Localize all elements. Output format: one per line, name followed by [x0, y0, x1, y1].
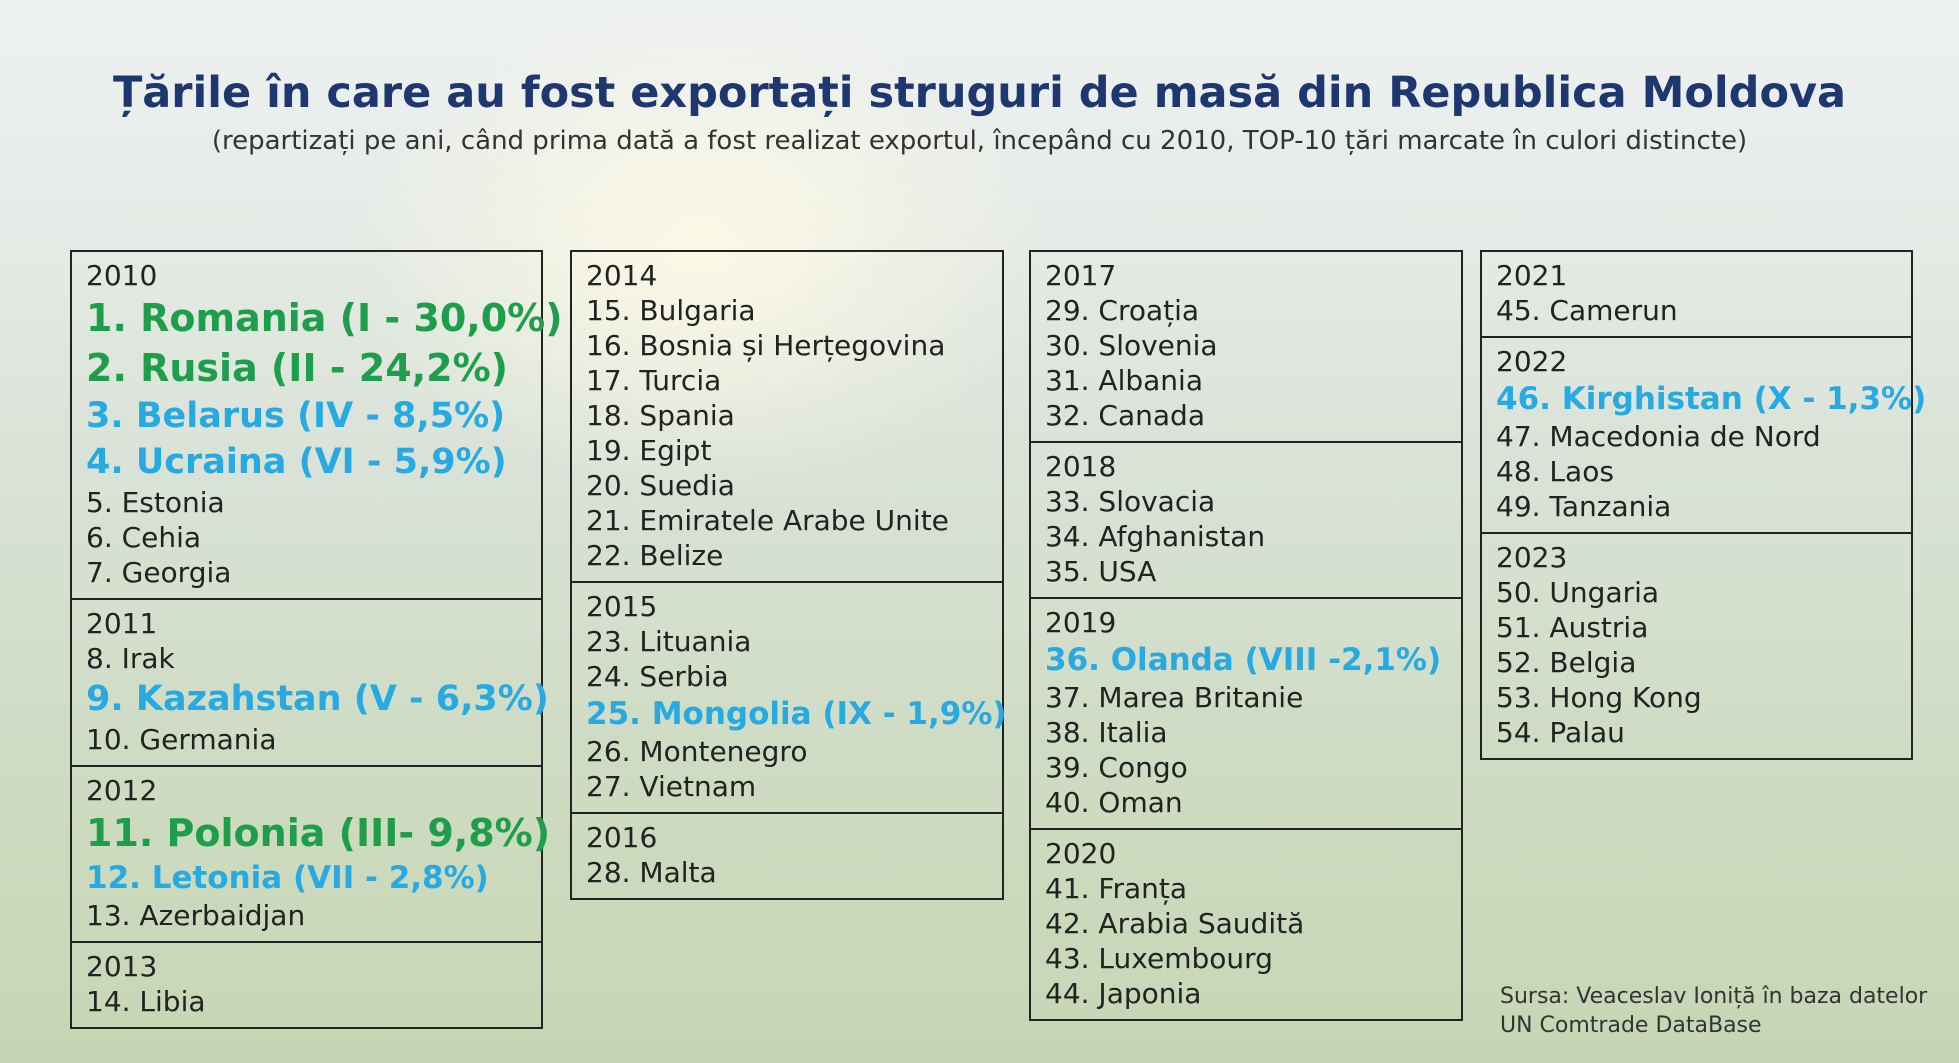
year-box: 2013 14. Libia — [70, 941, 543, 1029]
country: 36. Olanda (VIII -2,1%) — [1045, 642, 1442, 678]
column: 2021 45. Camerun 2022 46. Kirghistan (X - 1… — [1480, 250, 1927, 760]
country: 16. Bosnia și Herțegovina — [586, 329, 946, 362]
year: 2020 — [1045, 837, 1117, 870]
year-box: 2012 11. Polonia (III- 9,8%) 12. Letonia (… — [70, 765, 551, 943]
country: 32. Canada — [1045, 399, 1205, 432]
country: 19. Egipt — [586, 434, 712, 467]
country: 17. Turcia — [586, 364, 722, 397]
subtitle: (repartizați pe ani, când prima dată a f… — [211, 126, 1748, 156]
year-box: 2021 45. Camerun — [1480, 250, 1913, 338]
year-box: 2016 28. Malta — [570, 812, 1004, 900]
country: 38. Italia — [1045, 716, 1168, 749]
country: 21. Emiratele Arabe Unite — [586, 504, 949, 537]
country: 46. Kirghistan (X - 1,3%) — [1496, 381, 1927, 417]
country: 40. Oman — [1045, 786, 1183, 819]
country: 49. Tanzania — [1496, 490, 1672, 523]
year-box: 2011 8. Irak 9. Kazahstan (V - 6,3%) 10. Ge… — [70, 598, 549, 767]
country: 54. Palau — [1496, 716, 1625, 749]
country: 51. Austria — [1496, 611, 1649, 644]
country: 27. Vietnam — [586, 770, 757, 803]
country: 47. Macedonia de Nord — [1496, 420, 1821, 453]
country: 43. Luxembourg — [1045, 942, 1273, 975]
country: 22. Belize — [586, 539, 724, 572]
year: 2012 — [86, 774, 158, 807]
country: 50. Ungaria — [1496, 576, 1660, 609]
country: 52. Belgia — [1496, 646, 1637, 679]
year: 2013 — [86, 950, 158, 983]
year-box: 2017 29. Croația 30. Slovenia 31. Albania 32… — [1029, 250, 1463, 443]
year: 2011 — [86, 607, 158, 640]
year: 2010 — [86, 259, 158, 292]
country: 20. Suedia — [586, 469, 735, 502]
country: 35. USA — [1045, 555, 1157, 588]
year: 2016 — [586, 821, 658, 854]
country: 45. Camerun — [1496, 294, 1678, 327]
year: 2019 — [1045, 606, 1117, 639]
country: 41. Franța — [1045, 872, 1188, 905]
country: 12. Letonia (VII - 2,8%) — [86, 860, 489, 896]
country: 25. Mongolia (IX - 1,9%) — [586, 696, 1007, 732]
year: 2021 — [1496, 259, 1568, 292]
year: 2018 — [1045, 450, 1117, 483]
year: 2022 — [1496, 345, 1568, 378]
country: 53. Hong Kong — [1496, 681, 1702, 714]
country: 10. Germania — [86, 723, 277, 756]
country: 29. Croația — [1045, 294, 1200, 327]
country: 30. Slovenia — [1045, 329, 1218, 362]
country: 13. Azerbaidjan — [86, 899, 306, 932]
year-box: 2015 23. Lituania 24. Serbia 25. Mongolia (… — [570, 581, 1007, 814]
year: 2014 — [586, 259, 658, 292]
year: 2015 — [586, 590, 658, 623]
country: 11. Polonia (III- 9,8%) — [86, 811, 551, 855]
country: 31. Albania — [1045, 364, 1203, 397]
year-box: 2023 50. Ungaria 51. Austria 52. Belgia 53. … — [1480, 532, 1913, 760]
country: 42. Arabia Saudită — [1045, 907, 1305, 940]
country: 9. Kazahstan (V - 6,3%) — [86, 679, 549, 719]
country: 18. Spania — [586, 399, 735, 432]
year-box: 2014 15. Bulgaria 16. Bosnia și Herțegovin… — [570, 250, 1004, 583]
country: 6. Cehia — [86, 521, 202, 554]
country: 44. Japonia — [1045, 977, 1202, 1010]
title: Țările în care au fost exportați strugur… — [112, 68, 1847, 118]
column: 2017 29. Croația 30. Slovenia 31. Albania 32… — [1029, 250, 1463, 1021]
country: 24. Serbia — [586, 660, 729, 693]
year-box: 2022 46. Kirghistan (X - 1,3%) 47. Macedon… — [1480, 336, 1927, 534]
country: 14. Libia — [86, 985, 206, 1018]
year-box: 2010 1. Romania (I - 30,0%) 2. Rusia (II -… — [70, 250, 563, 600]
source-line: UN Comtrade DataBase — [1500, 1013, 1762, 1038]
country: 33. Slovacia — [1045, 485, 1216, 518]
country: 2. Rusia (II - 24,2%) — [86, 346, 509, 390]
country: 37. Marea Britanie — [1045, 681, 1304, 714]
source: Sursa: Veaceslav Ioniță în baza datelor … — [1500, 982, 1927, 1040]
column: 2014 15. Bulgaria 16. Bosnia și Herțegovin… — [570, 250, 1007, 900]
year: 2017 — [1045, 259, 1117, 292]
year-box: 2018 33. Slovacia 34. Afghanistan 35. USA — [1029, 441, 1463, 599]
country: 8. Irak — [86, 642, 175, 675]
country: 26. Montenegro — [586, 735, 808, 768]
country: 4. Ucraina (VI - 5,9%) — [86, 442, 507, 482]
country: 5. Estonia — [86, 486, 225, 519]
source-line: Sursa: Veaceslav Ioniță în baza datelor — [1500, 984, 1928, 1009]
country: 39. Congo — [1045, 751, 1188, 784]
country: 28. Malta — [586, 856, 717, 889]
country: 34. Afghanistan — [1045, 520, 1266, 553]
year: 2023 — [1496, 541, 1568, 574]
country: 1. Romania (I - 30,0%) — [86, 296, 563, 340]
country: 48. Laos — [1496, 455, 1614, 488]
country: 3. Belarus (IV - 8,5%) — [86, 396, 506, 436]
country: 7. Georgia — [86, 556, 232, 589]
year-box: 2020 41. Franța 42. Arabia Saudită 43. Luxe… — [1029, 828, 1463, 1021]
column: 2010 1. Romania (I - 30,0%) 2. Rusia (II -… — [70, 250, 563, 1029]
country: 23. Lituania — [586, 625, 752, 658]
country: 15. Bulgaria — [586, 294, 756, 327]
year-box: 2019 36. Olanda (VIII -2,1%) 37. Marea Bri… — [1029, 597, 1463, 830]
